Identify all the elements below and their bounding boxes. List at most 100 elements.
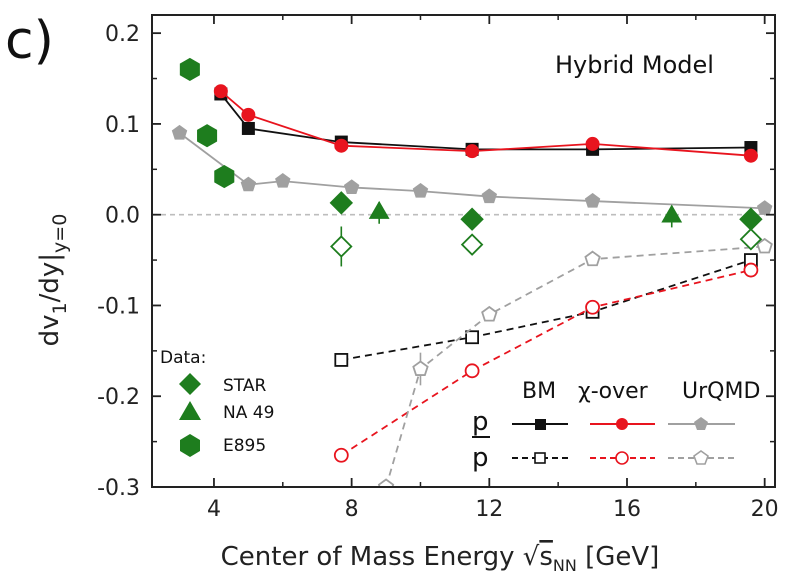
e895_p-point (179, 57, 200, 82)
model-annotation: Hybrid Model (555, 51, 714, 79)
chi_p-point (213, 84, 228, 99)
chi_pbar-point (333, 447, 349, 463)
e895_p-point (197, 124, 218, 148)
na49_p-point (661, 204, 683, 223)
model-legend: BM χ-over UrQMD p p (472, 379, 760, 473)
legend-e895-label: E895 (223, 436, 266, 456)
bm_p-line (220, 93, 751, 151)
chi_pbar-series (333, 262, 759, 463)
legend-chi-p-circle-icon (616, 418, 628, 430)
legend-urqmd-pbar-pentagon-icon (693, 450, 709, 465)
chi_pbar-point (743, 262, 759, 278)
bm_p-point (241, 121, 255, 135)
urqmd_p-point (412, 182, 429, 198)
urqmd_pbar-line (385, 245, 765, 487)
y-axis-title: dv1/dy|y=0 (35, 214, 71, 347)
x-tick-label: 16 (613, 497, 641, 522)
data-legend-title: Data: (160, 348, 206, 368)
chi_p-point (585, 136, 600, 151)
y-axis-title-main: dv (35, 314, 65, 346)
y-axis-title-sub2: y=0 (49, 214, 71, 253)
star_p-point (739, 207, 763, 231)
chi_pbar-point (585, 299, 600, 315)
bm_pbar-point (334, 353, 349, 367)
x-axis-title-s: s (539, 542, 553, 572)
star_p-point (329, 191, 354, 215)
panel-label: c) (5, 11, 54, 71)
urqmd_p-point (584, 192, 601, 208)
x-tick-label: 4 (207, 497, 221, 522)
x-axis-title-unit: [GeV] (577, 542, 659, 572)
model-legend-chi-header: χ-over (578, 379, 649, 404)
urqmd_pbar-point (481, 305, 498, 322)
urqmd_pbar-point (756, 237, 773, 254)
na49_p-series (368, 200, 683, 228)
urqmd_p-point (240, 176, 257, 192)
legend-na49-label: NA 49 (223, 403, 274, 423)
urqmd_p-point (275, 172, 291, 188)
y-axis-title-mid: /dy| (35, 253, 65, 302)
urqmd_p-series (171, 124, 773, 215)
x-axis-title-sub: NN (553, 556, 577, 575)
urqmd_pbar-point (584, 250, 601, 267)
chi_p-line (220, 90, 751, 157)
star_p-point (460, 207, 484, 231)
bm_pbar-point (465, 330, 480, 345)
star_p-series (329, 191, 763, 231)
plot-layers: 4 8 12 16 20 -0.3 -0.2 -0.1 0.0 0.1 0.2 (97, 14, 779, 522)
series-layer (171, 57, 773, 487)
y-axis-title-sub1: 1 (49, 302, 71, 314)
chi_pbar-point (464, 363, 480, 379)
x-tick-label: 12 (475, 497, 503, 522)
na49_p-point (368, 200, 390, 219)
x-axis-title-main: Center of Mass Energy (221, 542, 523, 572)
y-tick-label: -0.3 (97, 476, 140, 501)
model-legend-urqmd-header: UrQMD (682, 379, 760, 404)
model-legend-bm-header: BM (522, 379, 556, 404)
urqmd_pbar-point (377, 478, 395, 487)
urqmd_p-point (343, 179, 360, 195)
x-axis-title: Center of Mass Energy √sNN [GeV] (221, 542, 660, 575)
e895_p-point (214, 164, 235, 189)
legend-bm-pbar-square-icon (534, 452, 546, 464)
bm_p-series (214, 87, 758, 156)
legend-bm-p-square-icon (535, 419, 546, 430)
x-tick-label: 20 (751, 497, 779, 522)
legend-na49-triangle-icon (179, 401, 201, 420)
x-tick-label: 8 (345, 497, 359, 522)
model-legend-proton-label: p (472, 407, 489, 437)
chi_p-point (743, 148, 758, 163)
legend-star-label: STAR (223, 376, 266, 396)
star_pbar-point (739, 227, 763, 251)
bm_pbar-line (341, 259, 752, 361)
chi_p-series (213, 84, 758, 163)
legend-e895-hexagon-icon (180, 434, 200, 457)
data-legend: Data: STAR NA 49 E895 (160, 348, 274, 457)
y-tick-label: -0.2 (97, 385, 140, 410)
y-tick-label: -0.1 (97, 294, 140, 319)
y-tick-label: 0.2 (105, 22, 140, 47)
bm_pbar-series (334, 253, 758, 367)
plot-frame (151, 14, 776, 488)
star_pbar-series (330, 226, 763, 267)
legend-star-diamond-icon (179, 373, 201, 395)
x-axis-title-sqrt: √ (523, 542, 540, 572)
y-tick-label: 0.1 (105, 113, 140, 138)
legend-chi-pbar-circle-icon (615, 451, 629, 465)
star_pbar-point (330, 235, 353, 258)
chi_p-point (334, 138, 349, 153)
urqmd_p-point (481, 188, 498, 204)
e895_p-series (179, 57, 235, 189)
chi_p-point (241, 107, 256, 122)
model-legend-antiproton-label: p (472, 443, 489, 473)
star_pbar-point (460, 233, 484, 256)
urqmd_p-point (171, 124, 188, 140)
urqmd_pbar-point (412, 360, 429, 376)
y-tick-label: 0.0 (105, 204, 140, 229)
ticks-layer: 4 8 12 16 20 -0.3 -0.2 -0.1 0.0 0.1 0.2 (97, 15, 779, 522)
urqmd_pbar-series (377, 237, 773, 487)
urqmd_p-point (756, 200, 773, 215)
chi_p-point (465, 144, 480, 159)
legend-urqmd-p-pentagon-icon (694, 417, 708, 430)
